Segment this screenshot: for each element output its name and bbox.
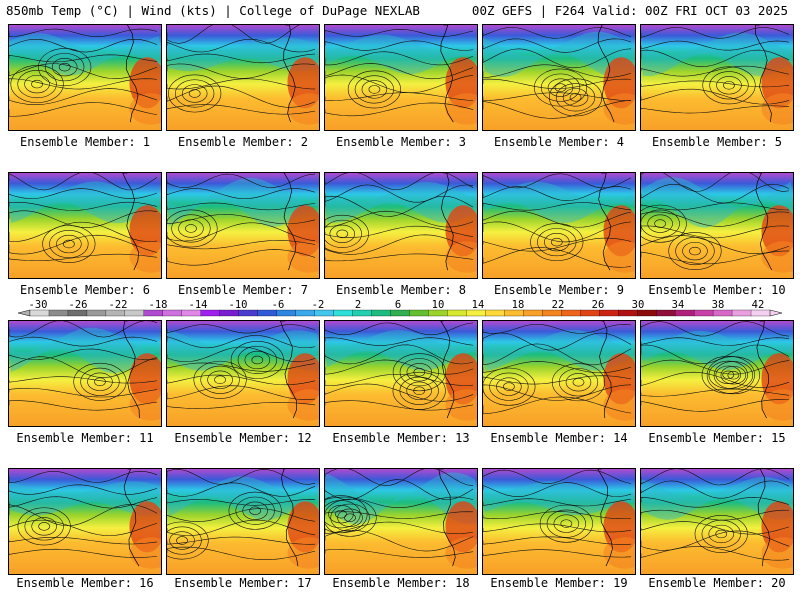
ensemble-member-map <box>482 320 636 427</box>
colorbar-tick-label: -10 <box>229 299 248 311</box>
colorbar-swatch <box>409 309 430 317</box>
ensemble-member-label: Ensemble Member: 1 <box>19 135 151 149</box>
colorbar-tick-label: 6 <box>395 299 401 311</box>
colorbar-tick-label: 18 <box>512 299 525 311</box>
ensemble-member-map <box>8 24 162 131</box>
ensemble-member-map <box>640 468 794 575</box>
ensemble-member-map <box>166 24 320 131</box>
ensemble-member-map <box>324 320 478 427</box>
ensemble-member-label: Ensemble Member: 4 <box>493 135 625 149</box>
ensemble-member-label: Ensemble Member: 7 <box>177 283 309 297</box>
ensemble-member-label: Ensemble Member: 16 <box>16 576 154 590</box>
colorbar-tick-label: -30 <box>29 299 48 311</box>
ensemble-member-map <box>482 468 636 575</box>
ensemble-member-map <box>324 468 478 575</box>
ensemble-member-map <box>8 320 162 427</box>
ensemble-member-map <box>482 24 636 131</box>
colorbar-swatch <box>371 309 392 317</box>
colorbar-swatch <box>485 309 505 317</box>
ensemble-member-label: Ensemble Member: 9 <box>493 283 625 297</box>
ensemble-member-label: Ensemble Member: 3 <box>335 135 467 149</box>
colorbar-tick-label: 26 <box>592 299 605 311</box>
ensemble-member-map <box>640 172 794 279</box>
colorbar-tick-label: 42 <box>752 299 765 311</box>
ensemble-member-label: Ensemble Member: 18 <box>332 576 470 590</box>
colorbar-tick-label: 14 <box>472 299 485 311</box>
ensemble-member-map <box>8 468 162 575</box>
colorbar-tick-label: 22 <box>552 299 565 311</box>
colorbar-tick-label: -18 <box>149 299 168 311</box>
ensemble-member-map <box>8 172 162 279</box>
colorbar-swatch <box>731 309 752 317</box>
ensemble-member-label: Ensemble Member: 13 <box>332 431 470 445</box>
temperature-colorbar: -30 -26 -22 -18 -14 -10 -6 -2 2 6 10 14 18 22 26 30 34 38… <box>0 298 800 320</box>
ensemble-member-map <box>166 172 320 279</box>
colorbar-swatch <box>124 309 145 317</box>
ensemble-member-label: Ensemble Member: 6 <box>19 283 151 297</box>
ensemble-member-label: Ensemble Member: 14 <box>490 431 628 445</box>
colorbar-tick-label: 2 <box>355 299 361 311</box>
ensemble-member-map <box>640 320 794 427</box>
colorbar-tick-label: -26 <box>69 299 88 311</box>
colorbar-swatch <box>48 309 69 317</box>
colorbar-tick-label: -2 <box>312 299 325 311</box>
ensemble-member-label: Ensemble Member: 11 <box>16 431 154 445</box>
colorbar-tick-label: -22 <box>109 299 128 311</box>
ensemble-member-label: Ensemble Member: 2 <box>177 135 309 149</box>
colorbar-tick-label: 30 <box>632 299 645 311</box>
colorbar-swatch <box>693 309 714 317</box>
ensemble-member-label: Ensemble Member: 5 <box>651 135 783 149</box>
ensemble-member-label: Ensemble Member: 20 <box>648 576 786 590</box>
colorbar-swatch <box>447 309 467 317</box>
colorbar-tick-label: -14 <box>189 299 208 311</box>
ensemble-member-map <box>166 320 320 427</box>
ensemble-member-label: Ensemble Member: 8 <box>335 283 467 297</box>
colorbar-swatch <box>333 309 354 317</box>
colorbar-swatch <box>86 309 107 317</box>
colorbar-tick-label: 10 <box>432 299 445 311</box>
ensemble-member-map <box>324 24 478 131</box>
ensemble-member-label: Ensemble Member: 15 <box>648 431 786 445</box>
ensemble-member-map <box>166 468 320 575</box>
ensemble-member-map <box>482 172 636 279</box>
colorbar-tick-label: 38 <box>712 299 725 311</box>
ensemble-member-map <box>324 172 478 279</box>
header-valid-time: 00Z GEFS | F264 Valid: 00Z FRI OCT 03 20… <box>471 3 788 18</box>
header-title: 850mb Temp (°C) | Wind (kts) | College o… <box>6 3 420 18</box>
colorbar-swatch <box>523 309 543 317</box>
ensemble-member-label: Ensemble Member: 12 <box>174 431 312 445</box>
ensemble-member-map <box>640 24 794 131</box>
ensemble-member-label: Ensemble Member: 10 <box>648 283 786 297</box>
ensemble-member-label: Ensemble Member: 19 <box>490 576 628 590</box>
ensemble-member-label: Ensemble Member: 17 <box>174 576 312 590</box>
colorbar-tick-label: 34 <box>672 299 685 311</box>
colorbar-tick-label: -6 <box>272 299 285 311</box>
